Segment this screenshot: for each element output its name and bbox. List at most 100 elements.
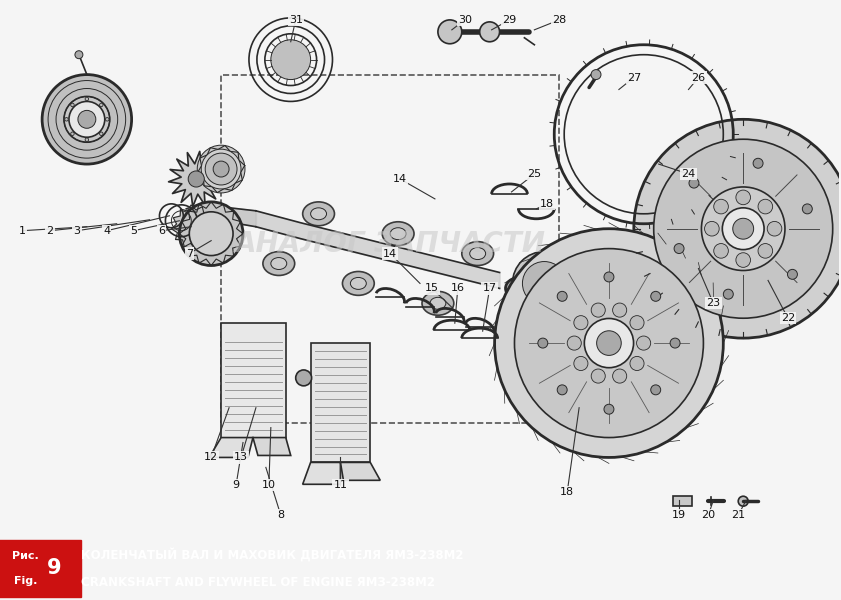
Circle shape [670, 338, 680, 348]
Text: 29: 29 [502, 15, 516, 25]
Text: 3: 3 [73, 226, 81, 236]
Text: Рис.: Рис. [12, 551, 39, 561]
Circle shape [65, 118, 68, 121]
Ellipse shape [422, 292, 454, 315]
Circle shape [105, 118, 109, 121]
Circle shape [596, 331, 621, 355]
Text: 14: 14 [393, 174, 407, 184]
Circle shape [722, 208, 764, 250]
Text: 27: 27 [627, 73, 641, 83]
Circle shape [637, 336, 651, 350]
Ellipse shape [310, 208, 326, 220]
Text: 11: 11 [333, 480, 347, 490]
Circle shape [296, 370, 312, 386]
Text: 22: 22 [780, 313, 795, 323]
Text: 8: 8 [278, 510, 284, 520]
Circle shape [438, 20, 462, 44]
Circle shape [802, 204, 812, 214]
Text: 19: 19 [671, 510, 685, 520]
Circle shape [591, 70, 601, 80]
Bar [221, 74, 559, 422]
Circle shape [85, 97, 88, 101]
Circle shape [758, 199, 773, 214]
Text: 30: 30 [458, 15, 472, 25]
Circle shape [787, 269, 797, 280]
Text: CRANKSHAFT AND FLYWHEEL OF ENGINE ЯМЗ-238М2: CRANKSHAFT AND FLYWHEEL OF ENGINE ЯМЗ-23… [81, 576, 435, 589]
Ellipse shape [390, 228, 406, 239]
Text: Fig.: Fig. [13, 576, 37, 586]
Circle shape [653, 139, 833, 318]
Circle shape [612, 303, 627, 317]
Text: 18: 18 [540, 199, 554, 209]
Ellipse shape [470, 248, 485, 260]
Ellipse shape [382, 222, 414, 245]
Text: 31: 31 [288, 15, 303, 25]
Circle shape [188, 171, 204, 187]
Circle shape [99, 103, 103, 107]
Circle shape [736, 190, 750, 205]
Circle shape [198, 145, 245, 193]
Circle shape [78, 110, 96, 128]
Circle shape [733, 218, 754, 239]
Text: 21: 21 [731, 510, 745, 520]
Circle shape [604, 272, 614, 282]
Circle shape [630, 316, 644, 330]
Circle shape [189, 212, 233, 256]
Circle shape [201, 149, 241, 189]
Text: 18: 18 [560, 487, 574, 497]
Circle shape [538, 338, 547, 348]
Circle shape [42, 74, 131, 164]
Circle shape [714, 199, 728, 214]
Text: 9: 9 [47, 559, 62, 578]
Circle shape [689, 178, 699, 188]
Circle shape [705, 221, 719, 236]
Circle shape [515, 248, 703, 437]
Polygon shape [187, 204, 256, 227]
Text: 4: 4 [103, 226, 110, 236]
Circle shape [591, 303, 606, 317]
Polygon shape [168, 151, 224, 206]
FancyBboxPatch shape [673, 496, 692, 506]
Ellipse shape [303, 202, 335, 226]
Circle shape [512, 251, 576, 315]
Circle shape [651, 385, 661, 395]
Circle shape [612, 369, 627, 383]
Circle shape [701, 187, 785, 271]
Circle shape [723, 289, 733, 299]
Circle shape [271, 40, 310, 80]
Text: 7: 7 [186, 248, 193, 259]
Circle shape [651, 292, 661, 301]
Polygon shape [198, 146, 245, 193]
Text: 6: 6 [158, 226, 165, 236]
Circle shape [522, 262, 566, 305]
Circle shape [591, 369, 606, 383]
Text: 12: 12 [204, 452, 218, 463]
Polygon shape [221, 323, 286, 437]
Circle shape [604, 404, 614, 414]
Polygon shape [179, 202, 243, 266]
Circle shape [558, 292, 567, 301]
Circle shape [574, 316, 588, 330]
Polygon shape [341, 463, 380, 481]
Text: 23: 23 [706, 298, 721, 308]
Polygon shape [253, 437, 291, 455]
Circle shape [767, 221, 782, 236]
Text: 2: 2 [46, 226, 54, 236]
Text: 5: 5 [130, 226, 137, 236]
Polygon shape [172, 205, 215, 248]
Ellipse shape [430, 298, 446, 309]
Text: 15: 15 [425, 283, 439, 293]
Circle shape [738, 496, 748, 506]
Circle shape [574, 356, 588, 371]
Text: 17: 17 [483, 283, 497, 293]
Circle shape [567, 336, 581, 350]
Ellipse shape [505, 277, 533, 299]
Ellipse shape [462, 242, 494, 266]
Circle shape [71, 132, 74, 136]
Circle shape [495, 229, 723, 457]
Circle shape [213, 161, 229, 177]
Text: 24: 24 [681, 169, 696, 179]
Circle shape [64, 97, 109, 142]
Ellipse shape [263, 251, 294, 275]
Ellipse shape [351, 277, 367, 289]
